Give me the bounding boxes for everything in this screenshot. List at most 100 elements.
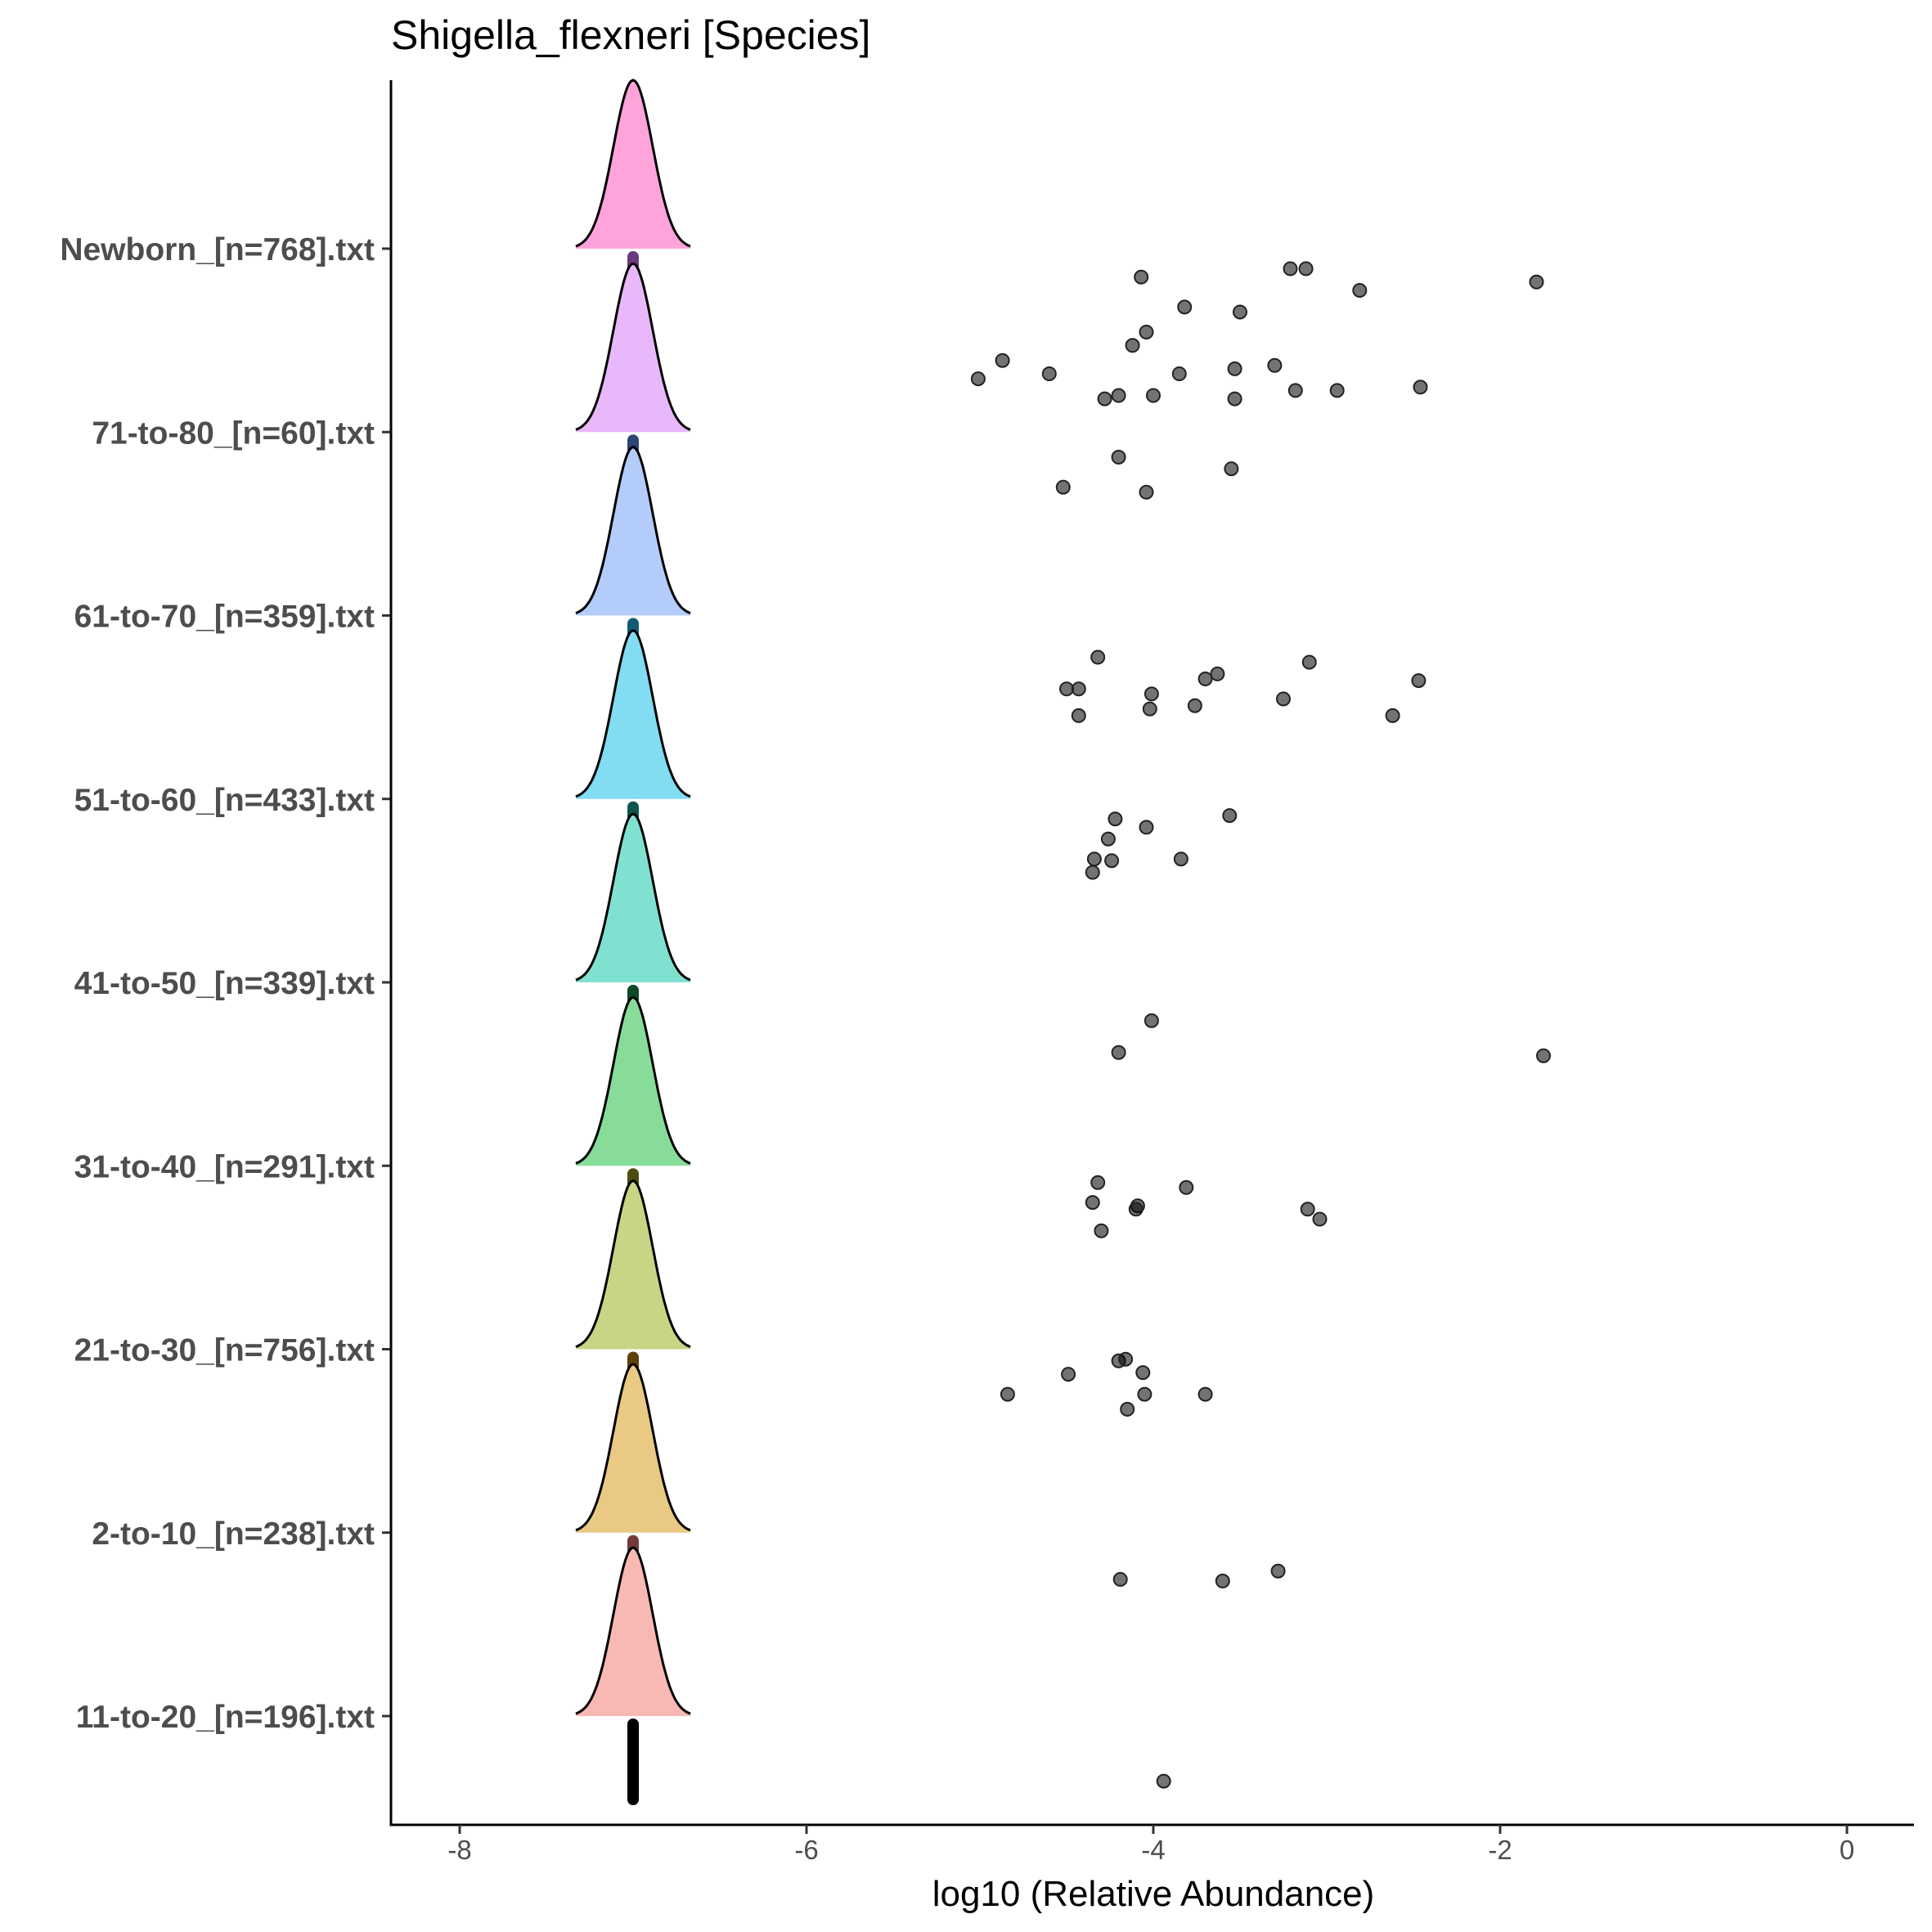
data-point-6-3 — [1061, 1367, 1076, 1382]
data-point-0-12 — [1171, 366, 1187, 381]
category-label-7: 2-to-10_[n=238].txt — [92, 1516, 375, 1552]
data-point-0-10 — [970, 371, 986, 387]
points-group — [970, 261, 1551, 1789]
data-point-2-4 — [1411, 673, 1427, 689]
ridge-fill-6 — [576, 1180, 690, 1350]
data-point-6-7 — [1120, 1401, 1135, 1417]
data-point-0-6 — [1529, 274, 1544, 290]
data-point-0-7 — [1139, 325, 1154, 339]
category-label-0: Newborn_[n=768].txt — [60, 232, 375, 267]
data-point-3-5 — [1104, 853, 1120, 869]
x-tick-label-1: -6 — [794, 1835, 818, 1865]
ridge-outline-0 — [575, 79, 691, 248]
data-point-1-1 — [1224, 461, 1239, 477]
ridge-outline-7 — [575, 1363, 691, 1532]
data-point-0-5 — [1352, 283, 1368, 298]
data-point-0-15 — [1097, 391, 1112, 407]
data-point-5-7 — [1094, 1223, 1109, 1238]
category-label-5: 31-to-40_[n=291].txt — [74, 1149, 375, 1184]
data-point-0-9 — [995, 353, 1010, 368]
data-point-6-2 — [1135, 1365, 1151, 1381]
data-point-0-18 — [1227, 391, 1242, 407]
data-point-0-4 — [1298, 261, 1314, 276]
data-point-0-20 — [1329, 383, 1345, 398]
data-point-0-19 — [1287, 383, 1303, 398]
data-point-1-3 — [1139, 484, 1154, 500]
data-point-6-5 — [1137, 1386, 1152, 1402]
data-point-5-1 — [1179, 1179, 1194, 1195]
data-point-5-5 — [1300, 1202, 1315, 1217]
data-point-4-0 — [1143, 1013, 1159, 1028]
data-point-3-7 — [1085, 865, 1100, 880]
data-point-2-3 — [1197, 672, 1213, 686]
category-label-8: 11-to-20_[n=196].txt — [76, 1700, 375, 1735]
data-point-2-11 — [1071, 708, 1086, 723]
ridge-fill-2 — [576, 447, 690, 616]
data-point-3-3 — [1100, 831, 1116, 847]
ridge-outline-8 — [575, 1546, 691, 1715]
x-axis-ticks: -8 -6 -4 -2 0 — [447, 1825, 1854, 1865]
data-point-0-0 — [1134, 269, 1149, 285]
category-label-3: 51-to-60_[n=433].txt — [74, 783, 375, 818]
data-point-4-2 — [1536, 1048, 1551, 1063]
data-point-2-1 — [1301, 654, 1317, 670]
ridge-fill-5 — [576, 997, 690, 1166]
data-point-3-0 — [1108, 811, 1123, 827]
ridge-outline-2 — [575, 445, 691, 614]
data-point-2-10 — [1142, 701, 1157, 717]
ridges-group — [575, 79, 691, 1805]
ridge-fill-4 — [576, 814, 690, 982]
data-point-6-6 — [1197, 1386, 1213, 1402]
data-point-3-6 — [1173, 851, 1188, 867]
data-point-0-2 — [1233, 304, 1247, 320]
category-label-4: 41-to-50_[n=339].txt — [74, 966, 375, 1001]
data-point-5-2 — [1085, 1195, 1100, 1211]
ridge-fill-7 — [576, 1364, 690, 1533]
x-tick-label-3: -2 — [1488, 1835, 1512, 1865]
data-point-0-14 — [1267, 357, 1283, 373]
data-point-2-0 — [1090, 649, 1106, 665]
category-label-1: 71-to-80_[n=60].txt — [92, 416, 375, 451]
data-point-0-16 — [1111, 388, 1126, 403]
ridge-fill-1 — [576, 263, 690, 433]
ridge-outline-4 — [575, 812, 691, 982]
data-point-2-9 — [1187, 698, 1202, 713]
ridge-outline-1 — [575, 262, 691, 431]
data-point-3-1 — [1222, 808, 1238, 824]
data-point-2-8 — [1276, 691, 1291, 707]
ridge-outline-5 — [575, 995, 691, 1165]
x-tick-label-4: 0 — [1840, 1835, 1854, 1865]
data-point-0-3 — [1283, 261, 1298, 276]
data-point-0-1 — [1177, 299, 1193, 315]
data-point-6-1 — [1118, 1351, 1134, 1367]
data-point-2-2 — [1210, 666, 1225, 681]
data-point-7-2 — [1215, 1573, 1230, 1588]
data-point-0-17 — [1146, 388, 1161, 403]
data-point-1-0 — [1111, 449, 1126, 465]
data-point-7-0 — [1270, 1563, 1286, 1579]
ridge-outline-3 — [575, 629, 691, 798]
data-point-2-7 — [1143, 686, 1159, 702]
data-point-1-2 — [1055, 479, 1071, 495]
data-point-0-21 — [1413, 380, 1428, 395]
data-point-0-11 — [1041, 366, 1057, 381]
x-tick-label-2: -4 — [1141, 1835, 1165, 1865]
ridge-fill-8 — [576, 1548, 690, 1716]
data-point-2-6 — [1071, 681, 1086, 697]
data-point-3-2 — [1139, 820, 1154, 835]
data-point-5-0 — [1090, 1175, 1106, 1190]
ridge-outline-6 — [575, 1179, 691, 1348]
data-point-5-6 — [1312, 1211, 1328, 1227]
chart-title: Shigella_flexneri [Species] — [391, 12, 870, 58]
data-point-7-1 — [1112, 1571, 1128, 1587]
category-labels: Newborn_[n=768].txt 71-to-80_[n=60].txt 61… — [60, 232, 391, 1735]
category-label-6: 21-to-30_[n=756].txt — [74, 1333, 375, 1368]
data-point-5-4 — [1128, 1202, 1143, 1217]
x-tick-label-0: -8 — [447, 1835, 471, 1865]
ridge-fill-3 — [576, 630, 690, 799]
data-point-2-5 — [1059, 681, 1074, 697]
data-point-6-4 — [1000, 1386, 1015, 1402]
ridge-fill-0 — [576, 80, 690, 249]
data-point-2-12 — [1385, 708, 1400, 723]
